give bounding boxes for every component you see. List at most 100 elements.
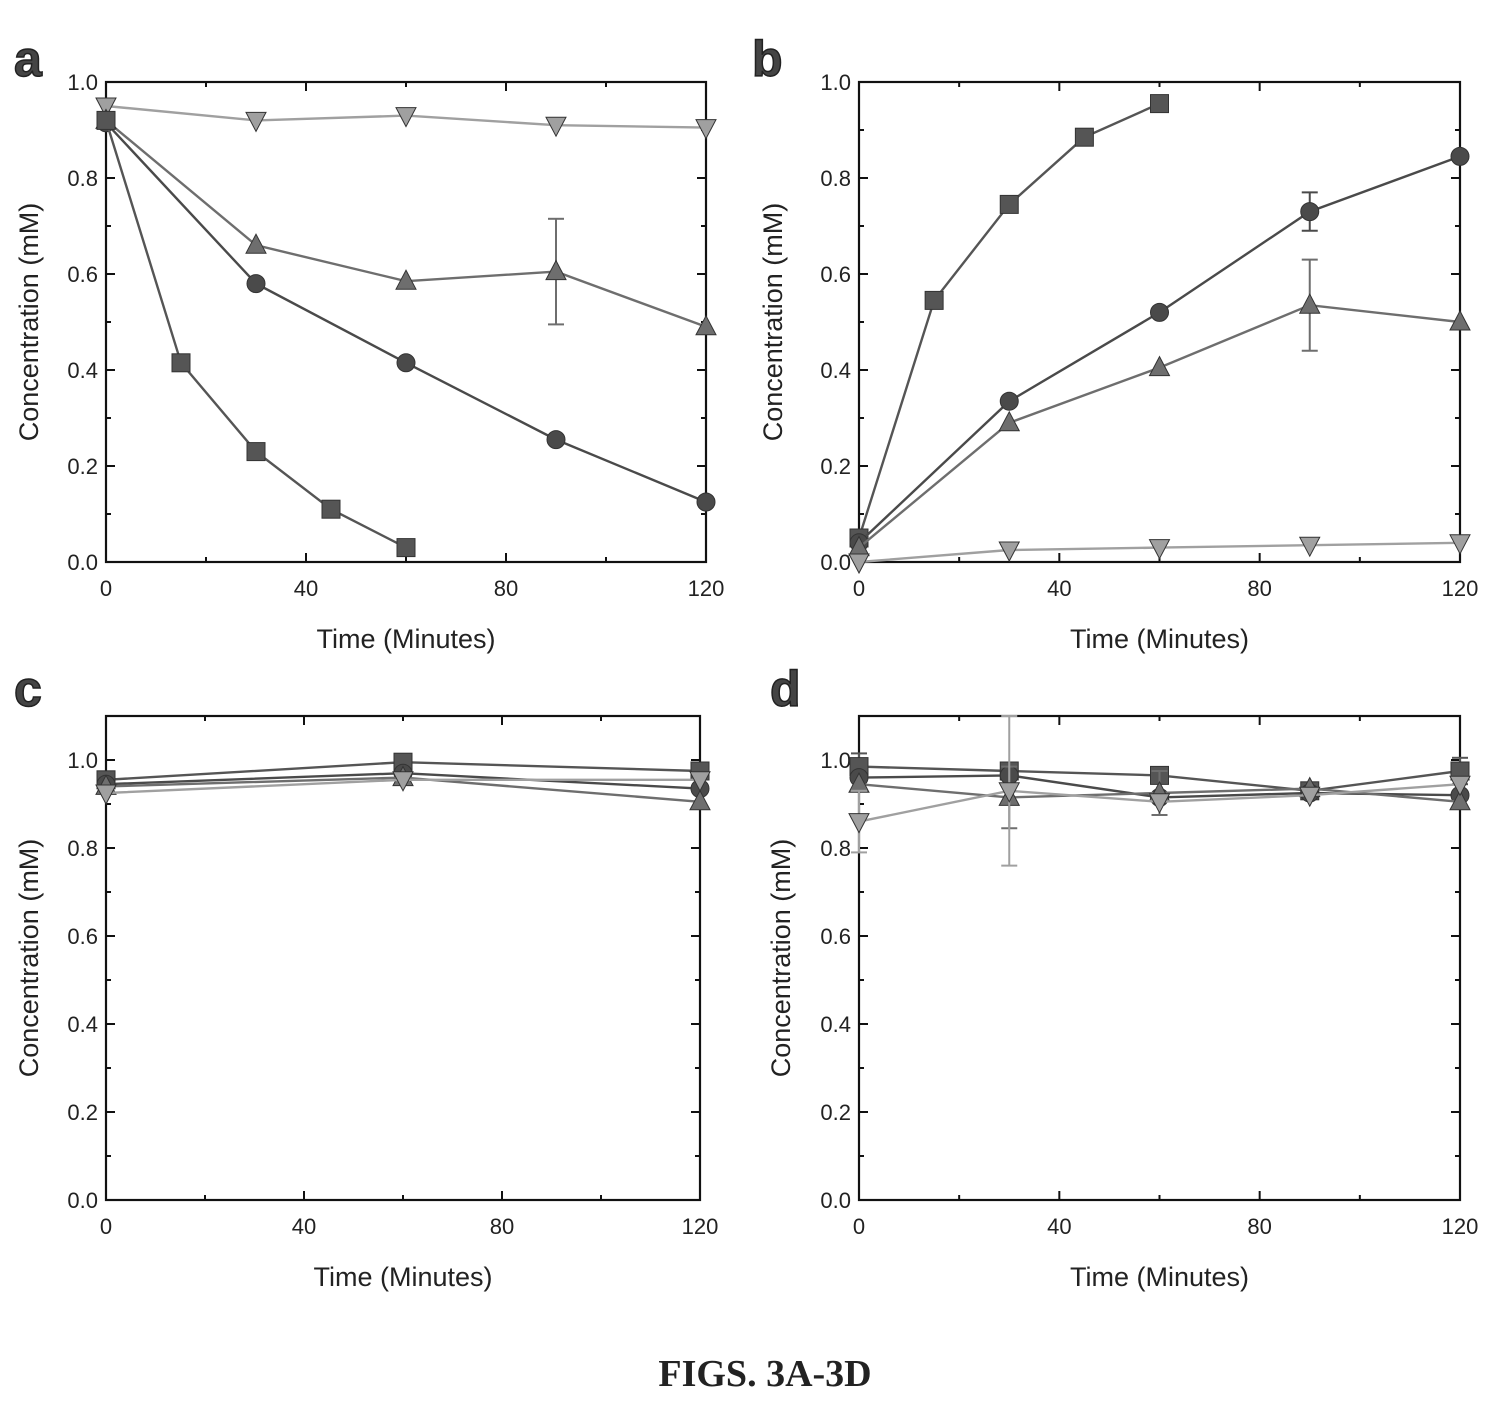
y-tick-label: 1.0 (820, 748, 851, 773)
panel-letter: c (14, 661, 42, 717)
series-square (849, 94, 1169, 548)
series-triangle-down (95, 97, 717, 140)
data-point-triangle-down (1449, 775, 1471, 797)
data-point-triangle-down (1449, 534, 1471, 555)
series-triangle-down (848, 534, 1471, 575)
data-point-square (1074, 127, 1094, 147)
y-tick-label: 0.0 (67, 550, 98, 575)
series-square (96, 110, 416, 558)
data-point-triangle-down (1298, 786, 1321, 808)
y-tick-label: 0.2 (67, 1100, 98, 1125)
series-triangle-down (95, 771, 711, 806)
data-point-triangle-up (1298, 293, 1321, 314)
data-point-square (96, 110, 116, 130)
y-axis-label: Concentration (mM) (758, 203, 788, 442)
y-tick-label: 0.4 (820, 1012, 851, 1037)
series-line (104, 120, 407, 549)
data-point-triangle-down (689, 771, 711, 792)
data-point-square (1150, 94, 1169, 114)
x-tick-label: 0 (100, 576, 112, 601)
chart-panel-a: a 0 40 80 120 0.0 0.2 0.4 0.6 0.8 1.0 Time (Minutes… (13, 30, 725, 654)
data-point-square (999, 194, 1019, 214)
data-point-triangle-down (998, 541, 1021, 563)
data-point-circle (546, 430, 566, 450)
series-line (858, 303, 1461, 549)
data-point-circle (696, 492, 716, 512)
data-point-square (924, 290, 944, 310)
data-point-triangle-down (695, 119, 717, 140)
data-point-triangle-down (1298, 536, 1321, 558)
y-tick-label: 1.0 (67, 748, 98, 773)
plot-frame (857, 80, 1462, 564)
data-point-triangle-up (395, 269, 417, 290)
data-point-triangle-up (245, 233, 267, 254)
data-point-triangle-down (392, 771, 414, 792)
series-triangle-up (95, 108, 717, 336)
x-axis-label: Time (Minutes) (1070, 624, 1249, 654)
data-point-triangle-up (1148, 355, 1171, 377)
x-tick-label: 120 (1442, 576, 1479, 601)
x-tick-label: 120 (682, 1214, 719, 1239)
series-triangle-down (848, 715, 1471, 867)
figure-caption: FIGS. 3A-3D (658, 1353, 871, 1395)
y-tick-label: 0.0 (67, 1188, 98, 1213)
y-tick-label: 1.0 (67, 70, 98, 95)
data-point-triangle-down (395, 107, 417, 128)
series-line (857, 102, 1160, 539)
chart-panel-b: b 0 40 80 120 0.0 0.2 0.4 0.6 0.8 1.0 Time (Minutes… (751, 30, 1479, 654)
data-point-triangle-down (1148, 793, 1171, 814)
data-point-triangle-down (1148, 539, 1171, 560)
y-tick-label: 0.8 (67, 166, 98, 191)
y-tick-label: 0.8 (820, 166, 851, 191)
y-tick-label: 0.2 (820, 454, 851, 479)
x-tick-label: 0 (853, 1214, 865, 1239)
x-tick-label: 120 (688, 576, 725, 601)
data-point-triangle-down (245, 111, 267, 133)
y-tick-label: 0.4 (820, 358, 851, 383)
data-point-square (396, 538, 416, 558)
y-axis-label: Concentration (mM) (14, 839, 44, 1078)
data-point-triangle-down (545, 116, 567, 138)
y-tick-label: 0.2 (820, 1100, 851, 1125)
data-point-square (171, 353, 191, 373)
y-axis-label: Concentration (mM) (14, 203, 44, 442)
data-point-triangle-down (848, 553, 870, 575)
data-point-circle (396, 353, 416, 373)
y-tick-label: 0.6 (820, 924, 851, 949)
y-axis-label: Concentration (mM) (766, 839, 796, 1078)
data-point-triangle-up (1449, 309, 1471, 331)
x-tick-label: 40 (1047, 576, 1071, 601)
data-point-triangle-down (95, 97, 117, 119)
series-line (105, 119, 707, 328)
panel-letter: a (14, 31, 43, 87)
data-point-triangle-down (95, 784, 117, 806)
data-point-square (246, 442, 266, 462)
x-tick-label: 40 (292, 1214, 316, 1239)
series-circle (96, 113, 716, 512)
x-tick-label: 40 (294, 576, 318, 601)
series-line (858, 155, 1461, 544)
data-point-triangle-down (998, 782, 1021, 803)
x-axis-label: Time (Minutes) (316, 624, 495, 654)
chart-panel-c: c 0 40 80 120 0.0 0.2 0.4 0.6 0.8 1.0 Time (Minutes… (13, 660, 719, 1292)
data-point-circle (999, 391, 1019, 411)
y-tick-label: 0.6 (820, 262, 851, 287)
data-point-triangle-up (545, 259, 567, 281)
y-tick-label: 0.8 (820, 836, 851, 861)
series-line (105, 121, 707, 504)
y-tick-label: 0.0 (820, 1188, 851, 1213)
y-tick-label: 0.4 (67, 1012, 98, 1037)
chart-panel-d: d 0 40 80 120 0.0 0.2 0.4 0.6 0.8 1.0 Time (Minutes… (766, 660, 1479, 1292)
x-tick-label: 120 (1442, 1214, 1479, 1239)
x-tick-label: 0 (853, 576, 865, 601)
x-tick-label: 80 (490, 1214, 514, 1239)
y-tick-label: 0.2 (67, 454, 98, 479)
data-point-circle (1300, 202, 1320, 222)
y-tick-label: 1.0 (820, 70, 851, 95)
x-tick-label: 80 (1247, 576, 1271, 601)
x-tick-label: 40 (1047, 1214, 1071, 1239)
data-point-triangle-up (689, 789, 711, 811)
panel-letter: d (770, 661, 801, 717)
data-point-triangle-up (998, 410, 1021, 432)
x-tick-label: 80 (1247, 1214, 1271, 1239)
